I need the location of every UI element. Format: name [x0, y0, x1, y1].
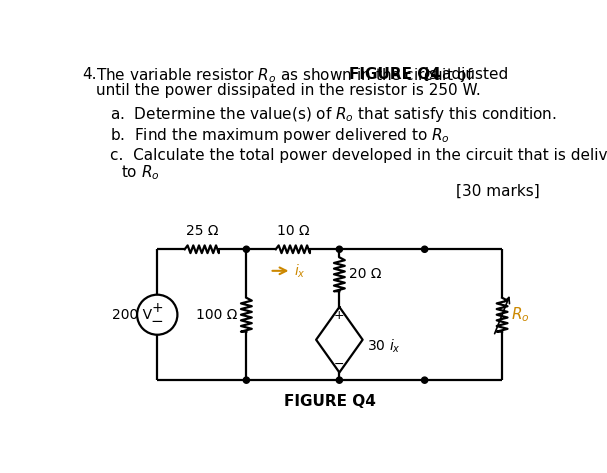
Text: 100 Ω: 100 Ω [195, 308, 237, 322]
Text: 25 Ω: 25 Ω [186, 225, 218, 238]
Circle shape [336, 246, 342, 252]
Text: 20 Ω: 20 Ω [348, 267, 381, 281]
Text: 30 $i_x$: 30 $i_x$ [367, 337, 400, 355]
Text: $i_x$: $i_x$ [294, 262, 306, 280]
Text: until the power dissipated in the resistor is 250 W.: until the power dissipated in the resist… [96, 83, 481, 98]
Text: 4.: 4. [82, 67, 97, 82]
Text: +: + [334, 309, 345, 322]
Text: −: − [334, 358, 345, 370]
Text: FIGURE Q4: FIGURE Q4 [348, 67, 441, 82]
Text: −: − [151, 314, 164, 329]
Text: 200 V: 200 V [112, 308, 152, 322]
Text: The variable resistor $R_o$ as shown in the circuit of: The variable resistor $R_o$ as shown in … [96, 67, 474, 86]
Text: 10 Ω: 10 Ω [277, 225, 309, 238]
Circle shape [243, 246, 249, 252]
Circle shape [336, 377, 342, 383]
Text: [30 marks]: [30 marks] [456, 184, 540, 199]
Circle shape [421, 377, 428, 383]
Text: c.  Calculate the total power developed in the circuit that is delivered: c. Calculate the total power developed i… [110, 148, 607, 163]
Text: $R_o$: $R_o$ [512, 306, 530, 324]
Text: b.  Find the maximum power delivered to $R_o$: b. Find the maximum power delivered to $… [110, 126, 450, 145]
Text: to $R_o$: to $R_o$ [121, 163, 160, 182]
Text: a.  Determine the value(s) of $R_o$ that satisfy this condition.: a. Determine the value(s) of $R_o$ that … [110, 105, 557, 123]
Circle shape [421, 246, 428, 252]
Text: +: + [151, 301, 163, 315]
Text: is adjusted: is adjusted [420, 67, 508, 82]
Circle shape [243, 377, 249, 383]
Text: FIGURE Q4: FIGURE Q4 [283, 394, 376, 409]
